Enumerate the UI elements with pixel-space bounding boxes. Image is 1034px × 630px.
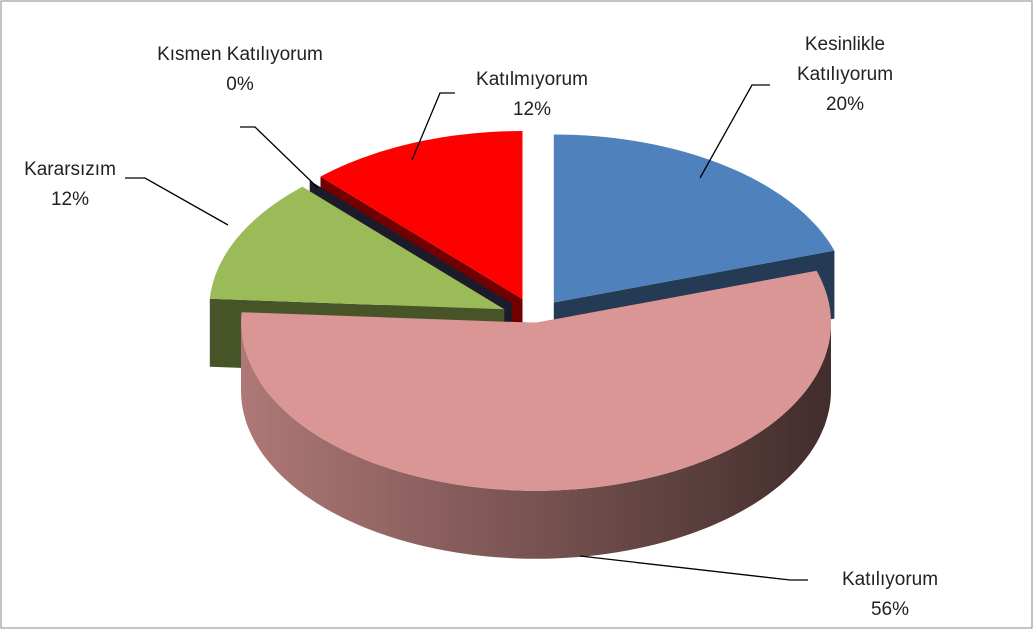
slice-label: Kısmen Katılıyorum <box>157 44 323 65</box>
slice <box>320 131 523 299</box>
slice-label: Kesinlikle Katılıyorum <box>796 34 894 85</box>
value-label: 0% <box>226 74 254 95</box>
slice <box>553 134 835 303</box>
value-label: 20% <box>825 94 865 115</box>
slice-wall <box>241 322 831 559</box>
value-label: 12% <box>512 99 552 120</box>
slice-label: Katılıyorum <box>841 569 939 590</box>
leader-line <box>125 177 229 226</box>
slice-label: Katılmıyorum <box>476 69 588 90</box>
slice <box>209 186 505 310</box>
leader-line <box>699 84 770 179</box>
slice <box>241 270 831 491</box>
value-label: 56% <box>870 599 910 620</box>
leader-line <box>411 92 455 161</box>
slice <box>309 180 512 304</box>
leader-line <box>240 126 319 189</box>
leader-line <box>579 555 808 581</box>
value-label: 12% <box>50 189 90 210</box>
slice-label: Kararsızım <box>24 159 116 180</box>
